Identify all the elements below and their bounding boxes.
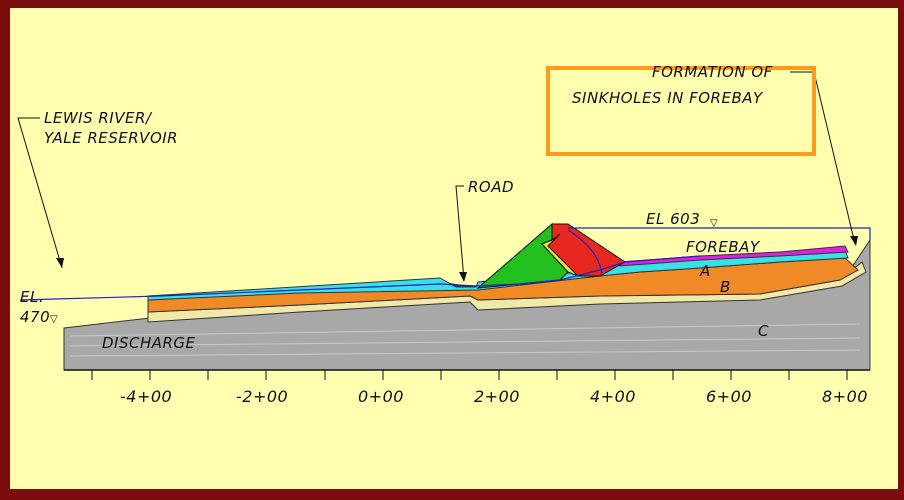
sinkhole-highlight-box (546, 66, 816, 156)
el-603-line (568, 227, 871, 240)
sinkhole-label: SINKHOLES IN FOREBAY (572, 89, 764, 107)
forebay-label: FOREBAY (686, 238, 761, 256)
el-603-label: EL 603 (646, 210, 700, 228)
road-leader (455, 185, 465, 281)
sinkhole-arrowhead (850, 236, 858, 246)
layer-c-label: C (758, 322, 769, 340)
bedrock-strata (69, 323, 861, 357)
station-label: 4+00 (590, 387, 636, 406)
layer-a-label: A (699, 262, 711, 280)
sinkhole-label: FORMATION OF (652, 63, 773, 81)
el-470-label: EL. (20, 288, 44, 306)
el-470-label: 470 (20, 308, 50, 326)
reservoir-label: LEWIS RIVER/ (44, 109, 153, 127)
reservoir-leader (17, 117, 63, 269)
diagram-background (10, 8, 898, 489)
reservoir-arrowhead (56, 258, 64, 268)
phreatic-line (19, 255, 701, 301)
station-label: 8+00 (822, 387, 868, 406)
discharge-label: DISCHARGE (102, 334, 196, 352)
station-label: -2+00 (236, 387, 288, 406)
forebay-liner (619, 245, 849, 267)
water-level-marker: ▽ (50, 314, 58, 325)
reservoir-label: YALE RESERVOIR (44, 129, 178, 147)
road-arrowhead (459, 272, 467, 282)
water-level-marker: ▽ (710, 218, 718, 229)
station-label: 0+00 (358, 387, 404, 406)
seepage-curve (567, 229, 603, 277)
station-label: -4+00 (120, 387, 172, 406)
station-label: 6+00 (706, 387, 752, 406)
layer-b-label: B (720, 278, 731, 296)
station-label: 2+00 (474, 387, 520, 406)
axis-ticks (91, 370, 848, 380)
road-label: ROAD (468, 178, 514, 196)
